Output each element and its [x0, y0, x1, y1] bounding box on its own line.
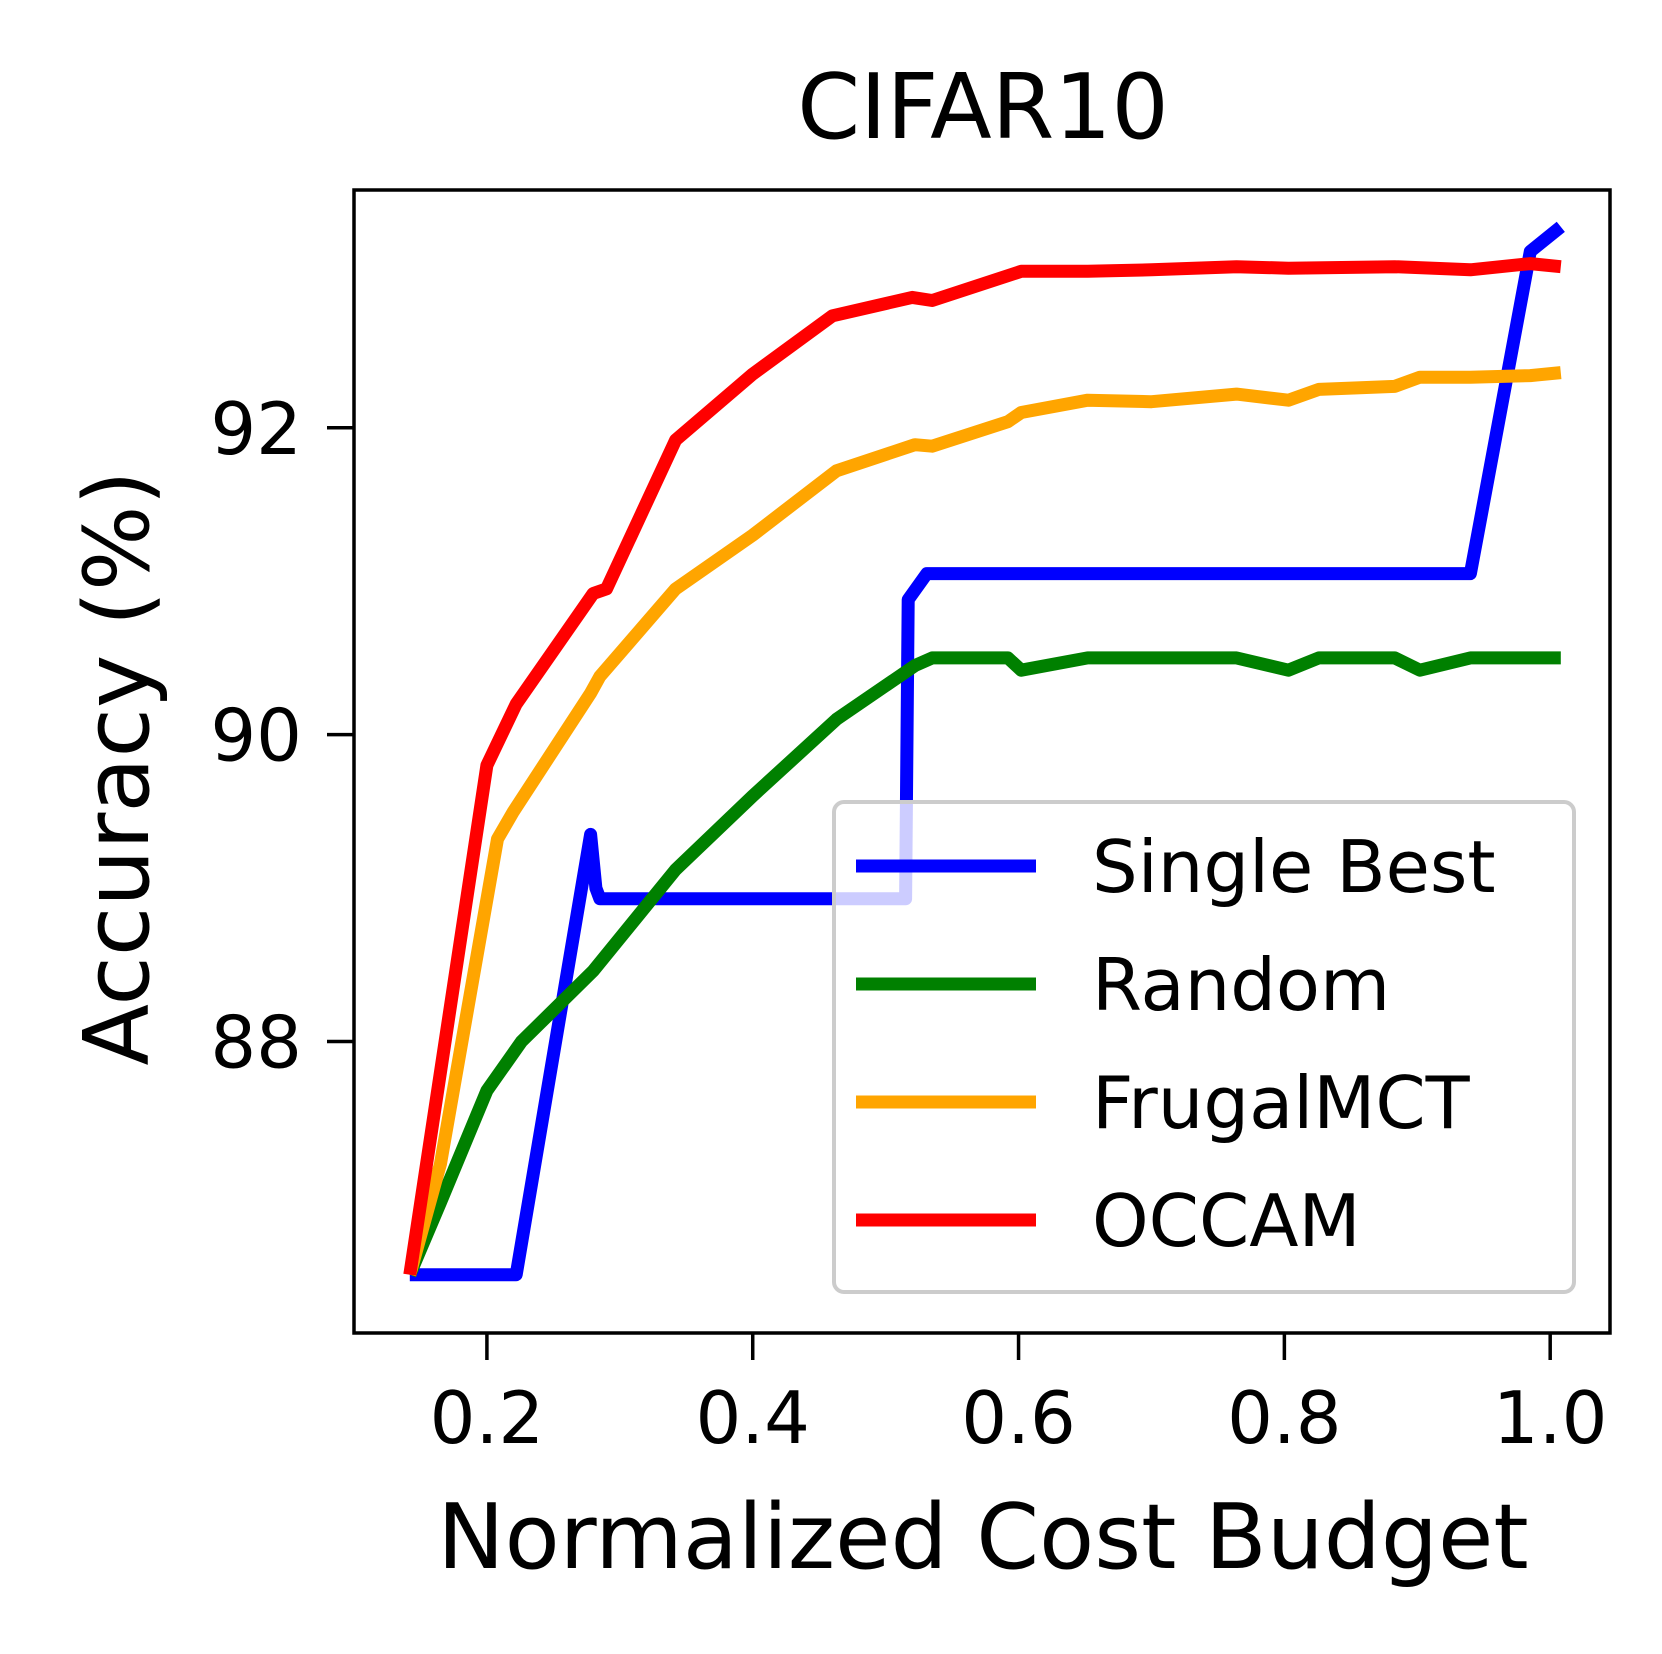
chart-title: CIFAR10 — [797, 55, 1169, 160]
series-line-frugalmct — [403, 366, 1562, 1277]
series-line-random — [403, 651, 1561, 1278]
legend-label-frugalmct: FrugalMCT — [1092, 1061, 1471, 1145]
x-tick-label: 0.8 — [1227, 1376, 1342, 1460]
legend-label-random: Random — [1092, 943, 1390, 1027]
legend: Single Best Random FrugalMCT OCCAM — [832, 800, 1576, 1294]
x-tick-label: 1.0 — [1493, 1376, 1608, 1460]
y-axis-label: Accuracy (%) — [65, 470, 170, 1065]
y-tick-label: 90 — [210, 694, 302, 778]
series-line-occam — [403, 257, 1562, 1276]
legend-box — [832, 800, 1576, 1294]
y-tick-label: 88 — [210, 1000, 302, 1084]
legend-label-single-best: Single Best — [1092, 825, 1496, 909]
y-axis: 88 90 92 — [210, 387, 354, 1084]
x-tick-label: 0.4 — [695, 1376, 810, 1460]
y-tick-label: 92 — [210, 387, 302, 471]
x-tick-label: 0.6 — [961, 1376, 1076, 1460]
x-axis: 0.2 0.4 0.6 0.8 1.0 — [430, 1333, 1608, 1460]
plot-frame — [352, 188, 1612, 1335]
legend-label-occam: OCCAM — [1092, 1179, 1361, 1263]
x-tick-label: 0.2 — [430, 1376, 545, 1460]
x-axis-label: Normalized Cost Budget — [437, 1485, 1528, 1590]
